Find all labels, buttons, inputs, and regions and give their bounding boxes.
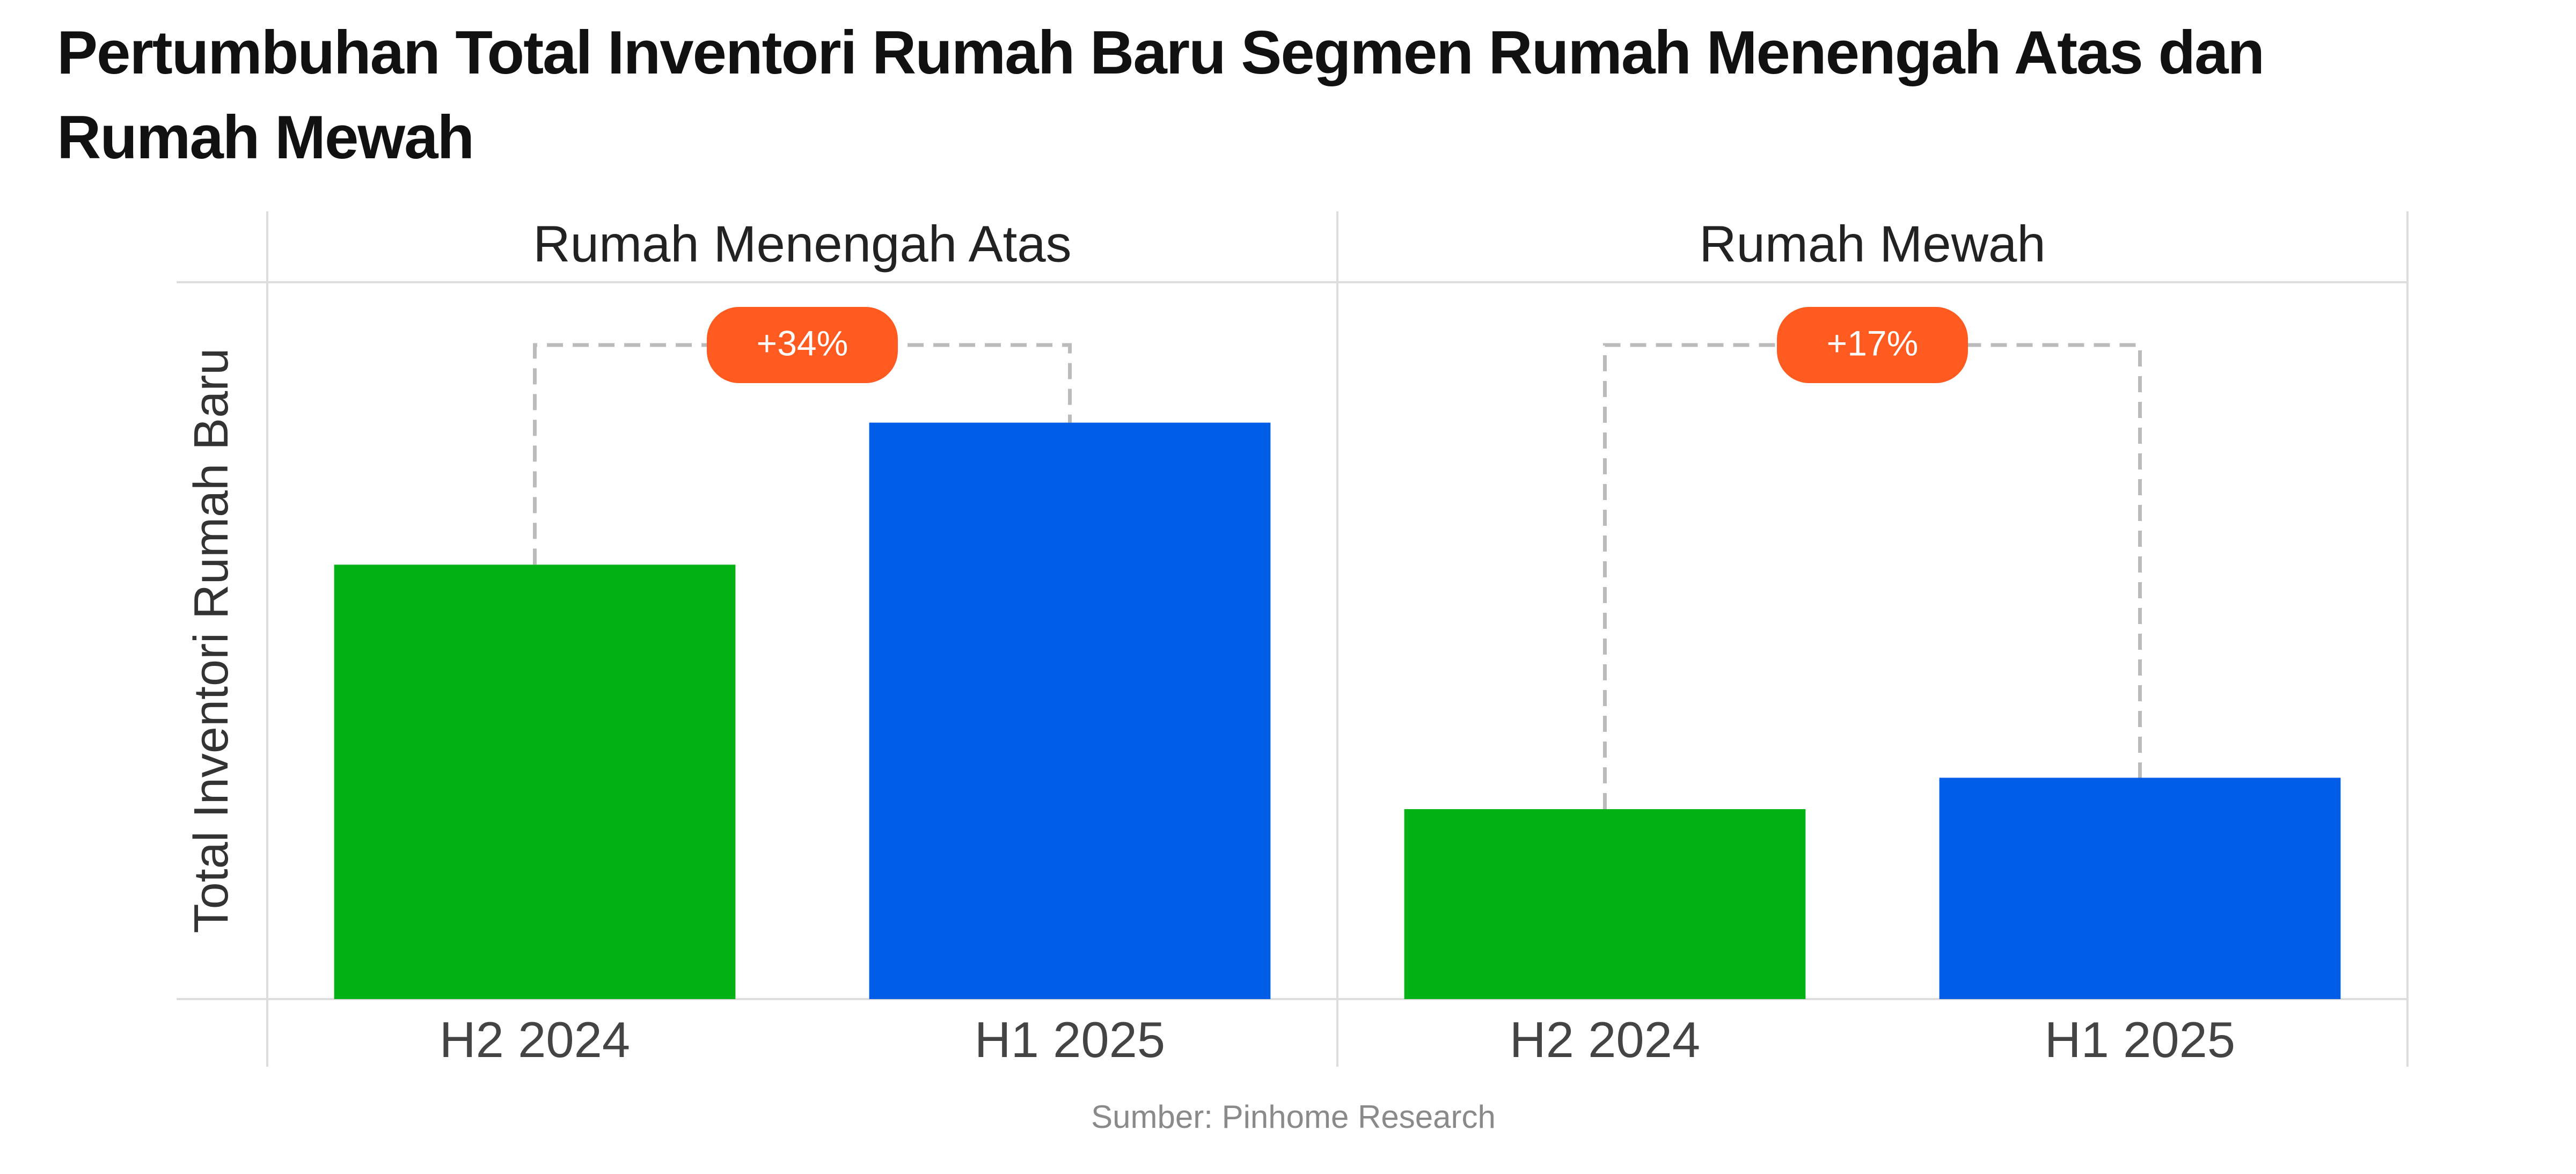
x-tick-label: H1 2025 bbox=[975, 1011, 1165, 1068]
x-tick-label: H2 2024 bbox=[440, 1011, 630, 1068]
y-axis-label: Total Inventori Rumah Baru bbox=[185, 348, 238, 934]
panel-title: Rumah Mewah bbox=[1699, 215, 2046, 273]
chart-title: Pertumbuhan Total Inventori Rumah Baru S… bbox=[57, 19, 2265, 172]
bar bbox=[334, 564, 736, 999]
annotation-pill bbox=[707, 307, 898, 383]
source: Sumber: Pinhome Research bbox=[1091, 1099, 1496, 1135]
bar bbox=[1939, 777, 2341, 999]
bar bbox=[1404, 809, 1806, 999]
annotation-pill bbox=[1777, 307, 1968, 383]
annotation-label: +17% bbox=[1827, 323, 1919, 363]
x-tick-label: H1 2025 bbox=[2045, 1011, 2235, 1068]
bar bbox=[869, 422, 1271, 1000]
annotation-label: +34% bbox=[757, 323, 848, 363]
annotation-bracket bbox=[1603, 343, 2142, 809]
panel-title: Rumah Menengah Atas bbox=[533, 215, 1071, 273]
x-tick-label: H2 2024 bbox=[1510, 1011, 1700, 1068]
annotation-bracket bbox=[533, 343, 1072, 565]
